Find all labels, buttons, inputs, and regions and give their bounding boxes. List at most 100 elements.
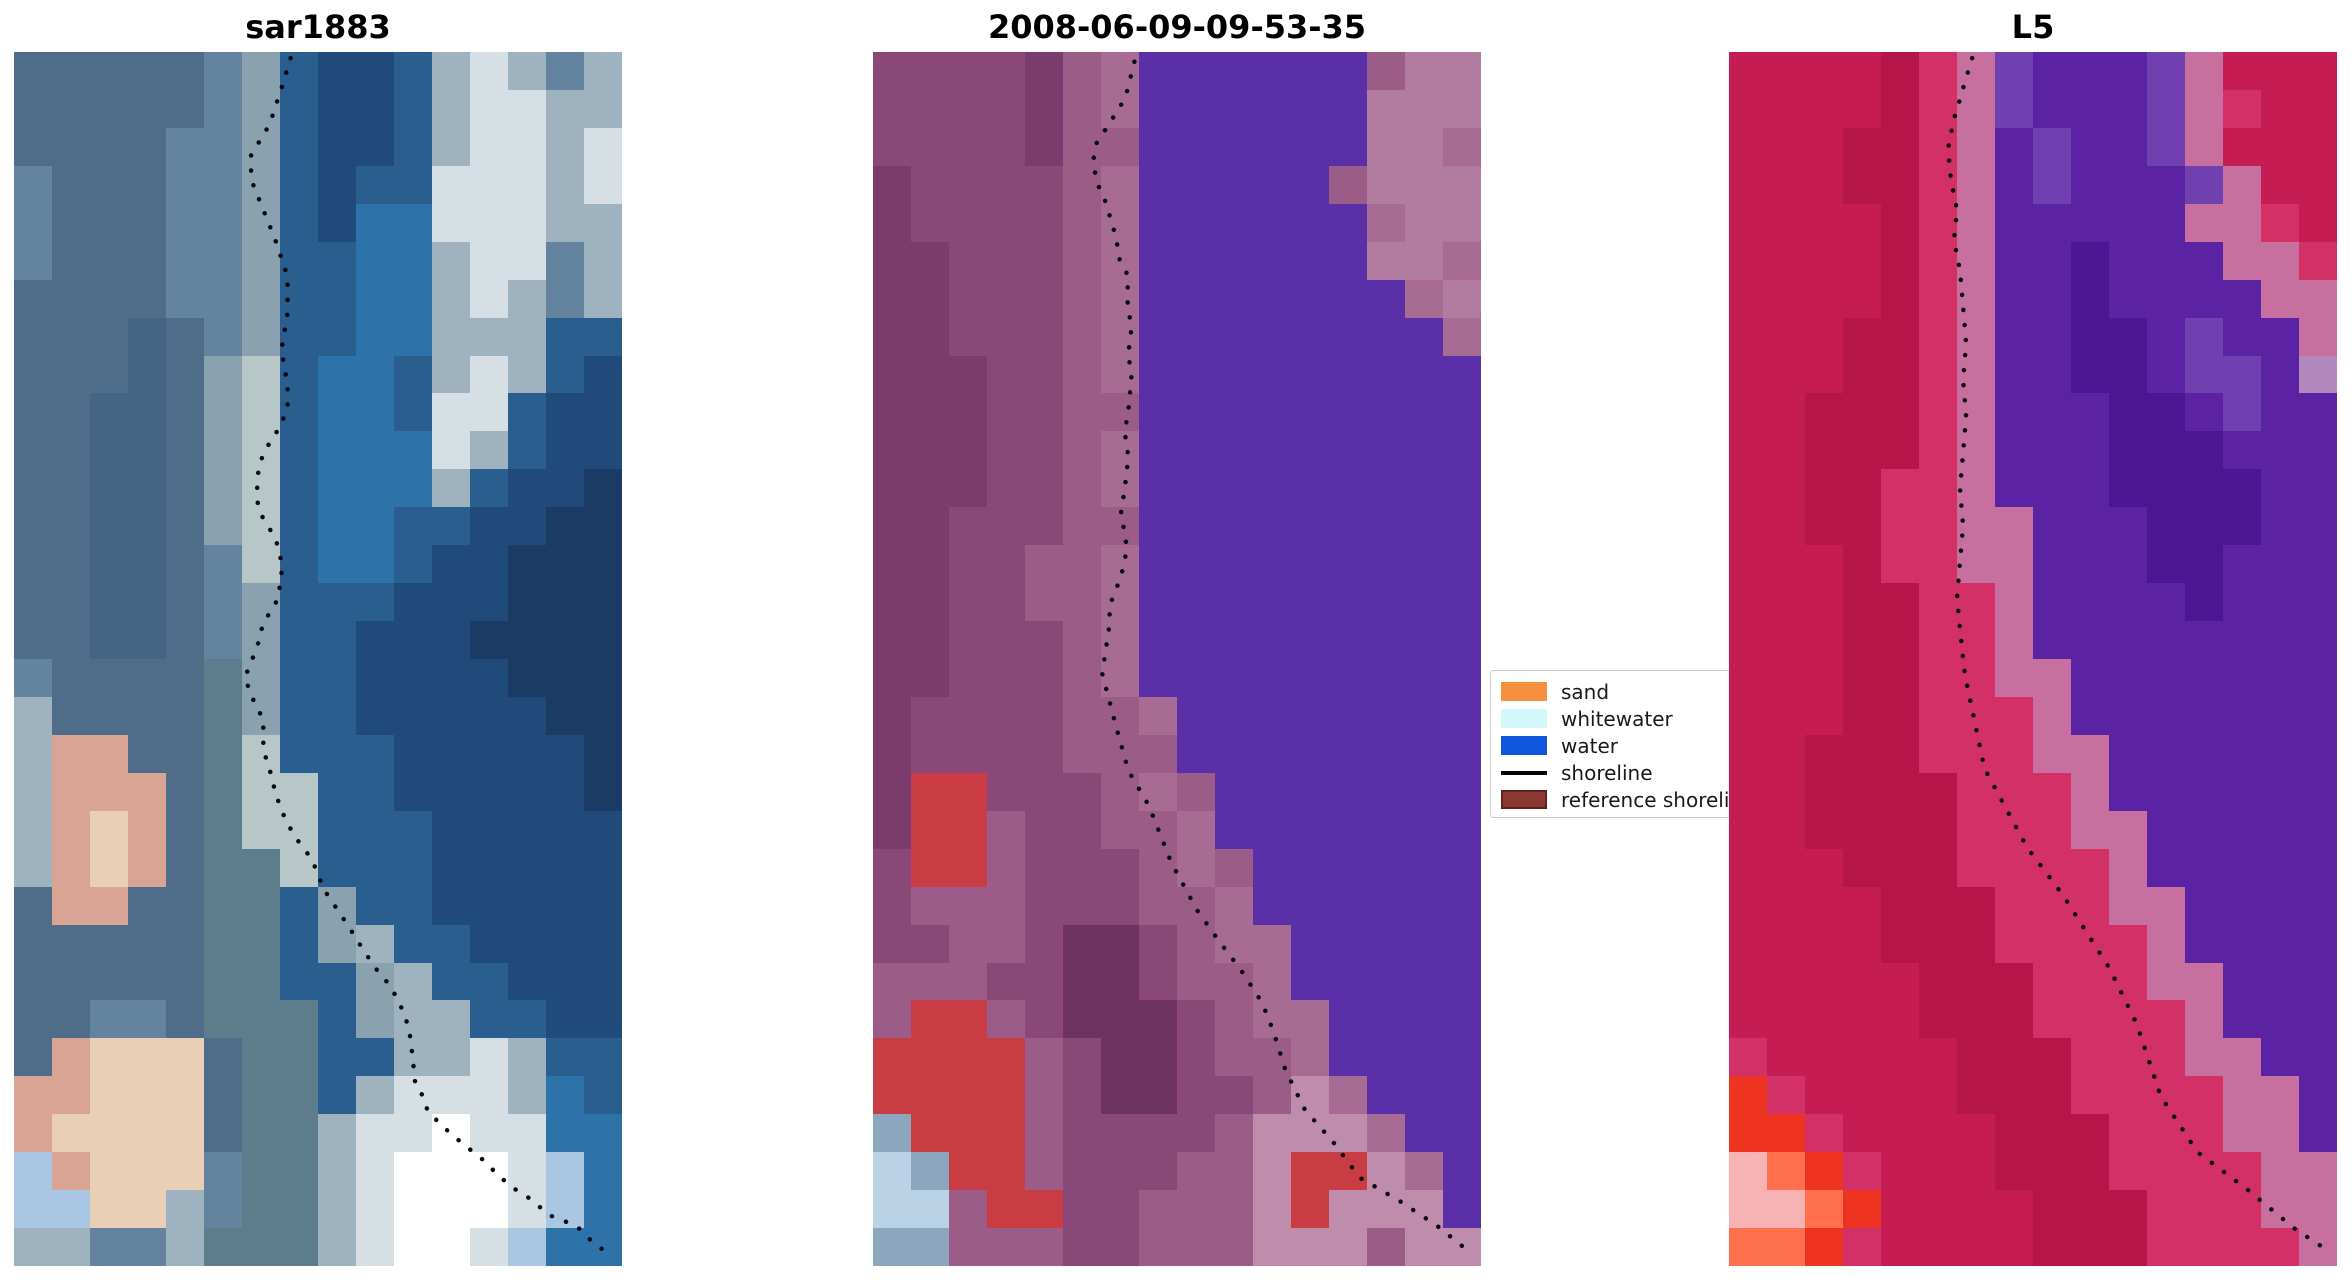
image-pixel: [508, 545, 546, 584]
image-pixel: [1253, 89, 1291, 128]
image-pixel: [1881, 734, 1919, 773]
image-pixel: [470, 469, 508, 508]
image-pixel: [1919, 1114, 1957, 1153]
image-pixel: [1919, 203, 1957, 242]
image-pixel: [204, 583, 242, 622]
image-pixel: [1881, 1076, 1919, 1115]
image-pixel: [1367, 621, 1405, 659]
image-pixel: [911, 393, 949, 432]
image-pixel: [1729, 507, 1767, 546]
image-pixel: [128, 165, 166, 204]
image-pixel: [242, 127, 280, 166]
image-pixel: [52, 317, 90, 356]
image-pixel: [1729, 621, 1767, 659]
image-pixel: [1215, 621, 1253, 659]
image-pixel: [1329, 659, 1367, 697]
image-pixel: [911, 89, 949, 128]
image-pixel: [2185, 772, 2223, 811]
image-pixel: [1995, 1190, 2033, 1229]
image-pixel: [1995, 1114, 2033, 1153]
image-pixel: [90, 1038, 128, 1077]
image-pixel: [90, 848, 128, 887]
image-pixel: [987, 469, 1025, 508]
image-pixel: [204, 1000, 242, 1039]
image-pixel: [508, 696, 546, 735]
image-pixel: [356, 1114, 394, 1153]
image-pixel: [128, 962, 166, 1001]
image-pixel: [242, 1038, 280, 1077]
image-pixel: [1329, 1114, 1367, 1153]
image-pixel: [1329, 355, 1367, 394]
image-pixel: [90, 317, 128, 356]
image-pixel: [128, 1038, 166, 1077]
image-pixel: [90, 545, 128, 584]
legend-swatch-reference-shoreline: [1501, 790, 1547, 809]
image-pixel: [987, 52, 1025, 90]
image-pixel: [1215, 469, 1253, 508]
image-pixel: [911, 1038, 949, 1077]
image-pixel: [1443, 355, 1481, 394]
image-pixel: [949, 1000, 987, 1039]
image-pixel: [584, 886, 622, 925]
image-pixel: [2147, 810, 2185, 849]
image-pixel: [2185, 317, 2223, 356]
legend-item-reference-shoreline: reference shoreline: [1501, 786, 1775, 813]
image-pixel: [2071, 431, 2109, 470]
image-pixel: [1729, 1000, 1767, 1039]
image-pixel: [1291, 962, 1329, 1001]
image-pixel: [1443, 1190, 1481, 1229]
image-pixel: [1405, 241, 1443, 280]
image-pixel: [166, 507, 204, 546]
image-pixel: [546, 355, 584, 394]
image-pixel: [394, 317, 432, 356]
image-pixel: [1291, 1152, 1329, 1191]
image-pixel: [1215, 355, 1253, 394]
image-pixel: [2033, 1000, 2071, 1039]
image-pixel: [1329, 52, 1367, 90]
image-pixel: [470, 1152, 508, 1191]
image-pixel: [1443, 583, 1481, 622]
image-pixel: [949, 1076, 987, 1115]
image-pixel: [1767, 696, 1805, 735]
image-pixel: [2147, 469, 2185, 508]
image-pixel: [2261, 810, 2299, 849]
image-pixel: [508, 1038, 546, 1077]
image-pixel: [584, 848, 622, 887]
image-pixel: [2223, 203, 2261, 242]
image-pixel: [470, 317, 508, 356]
image-pixel: [1025, 1114, 1063, 1153]
image-pixel: [432, 545, 470, 584]
image-pixel: [1025, 165, 1063, 204]
image-pixel: [1957, 1038, 1995, 1077]
image-pixel: [546, 924, 584, 963]
shoreline-dotted-line: [242, 55, 616, 1259]
image-pixel: [1919, 583, 1957, 622]
image-pixel: [318, 1076, 356, 1115]
image-pixel: [1253, 545, 1291, 584]
image-pixel: [2109, 696, 2147, 735]
image-pixel: [1729, 393, 1767, 432]
image-pixel: [1063, 431, 1101, 470]
image-pixel: [1101, 1190, 1139, 1229]
image-pixel: [1215, 962, 1253, 1001]
image-pixel: [2033, 165, 2071, 204]
image-pixel: [1919, 241, 1957, 280]
image-pixel: [2185, 52, 2223, 90]
image-pixel: [1063, 52, 1101, 90]
image-pixel: [394, 279, 432, 318]
image-pixel: [1025, 203, 1063, 242]
image-pixel: [584, 507, 622, 546]
image-pixel: [2109, 1038, 2147, 1077]
image-pixel: [470, 1190, 508, 1229]
image-pixel: [1805, 1114, 1843, 1153]
image-pixel: [2109, 203, 2147, 242]
image-pixel: [2223, 469, 2261, 508]
image-pixel: [546, 431, 584, 470]
image-pixel: [1805, 241, 1843, 280]
image-pixel: [1405, 1038, 1443, 1077]
image-pixel: [2109, 924, 2147, 963]
image-pixel: [1063, 507, 1101, 546]
image-pixel: [1101, 1038, 1139, 1077]
image-pixel: [1767, 469, 1805, 508]
image-pixel: [2299, 621, 2337, 659]
